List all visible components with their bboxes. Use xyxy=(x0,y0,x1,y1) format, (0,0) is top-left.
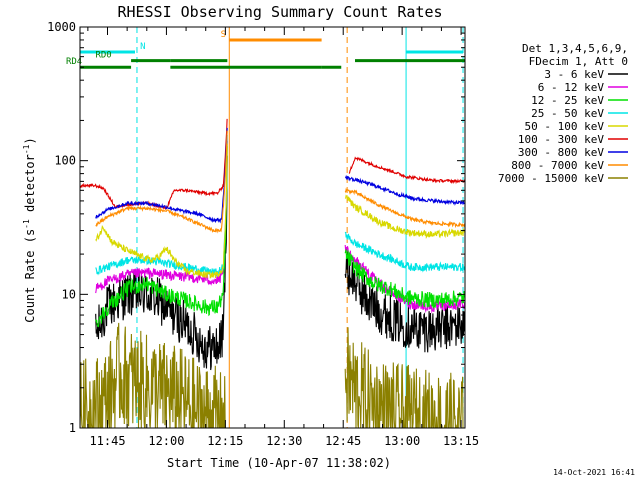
ylabel-main: Count Rate (s xyxy=(23,229,37,323)
x-tick-label-4: 12:45 xyxy=(325,434,361,448)
y-tick-label-3: 1000 xyxy=(47,20,76,34)
series-line-100-300-kev-post xyxy=(348,156,466,185)
series-line-800-7000-kev-pre xyxy=(95,130,228,234)
y-tick-label-1: 10 xyxy=(62,287,76,301)
series-line-50-100-kev-post xyxy=(344,194,466,240)
x-axis-label: Start Time (10-Apr-07 11:38:02) xyxy=(167,456,391,470)
plot-frame xyxy=(79,26,466,429)
x-tick-label-2: 12:15 xyxy=(207,434,243,448)
series-line-7000-15000-kev-pre xyxy=(79,322,226,429)
y-tick-label-2: 100 xyxy=(54,154,76,168)
legend-label-6-12-kev: 6 - 12 keV xyxy=(538,81,605,94)
flag-label-rd4: RD4 xyxy=(66,57,82,67)
legend-label-100-300-kev: 100 - 300 keV xyxy=(518,133,604,146)
y-axis-label: Count Rate (s-1 detector-1) xyxy=(22,137,37,322)
flag-label-n: N xyxy=(140,42,145,52)
ylabel-end: ) xyxy=(23,137,37,144)
legend-header-1: FDecim 1, Att 0 xyxy=(529,55,628,68)
legend-label-300-800-kev: 300 - 800 keV xyxy=(518,146,604,159)
ylabel-mid: detector xyxy=(23,154,37,219)
legend-label-50-100-kev: 50 - 100 keV xyxy=(525,120,605,133)
series-line-3-6-kev-pre xyxy=(95,155,228,371)
x-tick-label-5: 13:00 xyxy=(384,434,420,448)
ylabel-sup2: -1 xyxy=(22,144,31,154)
ylabel-sup1: -1 xyxy=(22,219,31,229)
svg-text:Count Rate (s-1 detector-1): Count Rate (s-1 detector-1) xyxy=(22,137,37,322)
x-tick-label-1: 12:00 xyxy=(148,434,184,448)
legend-label-3-6-kev: 3 - 6 keV xyxy=(544,68,604,81)
y-tick-label-0: 1 xyxy=(69,421,76,435)
chart-title: RHESSI Observing Summary Count Rates xyxy=(117,3,442,21)
legend-label-12-25-kev: 12 - 25 keV xyxy=(531,94,604,107)
series-line-50-100-kev-pre xyxy=(95,143,228,280)
series-line-12-25-kev-post xyxy=(344,248,466,309)
series-line-25-50-kev-post xyxy=(344,231,466,273)
x-tick-label-0: 11:45 xyxy=(89,434,125,448)
legend-header-0: Det 1,3,4,5,6,9, xyxy=(522,42,628,55)
legend-label-800-7000-kev: 800 - 7000 keV xyxy=(511,159,604,172)
series-line-300-800-kev-pre xyxy=(95,127,228,224)
series-line-6-12-kev-post xyxy=(344,244,466,314)
series-line-300-800-kev-post xyxy=(344,174,466,206)
series-line-800-7000-kev-post xyxy=(344,187,466,229)
series-line-12-25-kev-pre xyxy=(95,146,228,328)
timestamp-footer: 14-Oct-2021 16:41 xyxy=(553,468,635,477)
legend-label-25-50-kev: 25 - 50 keV xyxy=(531,107,604,120)
flag-label-s: S xyxy=(221,30,226,40)
legend-label-7000-15000-kev: 7000 - 15000 keV xyxy=(498,172,604,185)
plot-area: N S RD0 RD4 1 10 100 1000 11:45 12:00 12:15 12:30 12… xyxy=(47,20,479,448)
x-tick-label-3: 12:30 xyxy=(266,434,302,448)
series-line-25-50-kev-pre xyxy=(95,134,228,277)
x-tick-label-6: 13:15 xyxy=(443,434,479,448)
series-line-3-6-kev-post xyxy=(344,249,466,353)
flag-label-rd0: RD0 xyxy=(95,51,111,61)
legend: Det 1,3,4,5,6,9,FDecim 1, Att 03 - 6 keV… xyxy=(498,42,628,185)
